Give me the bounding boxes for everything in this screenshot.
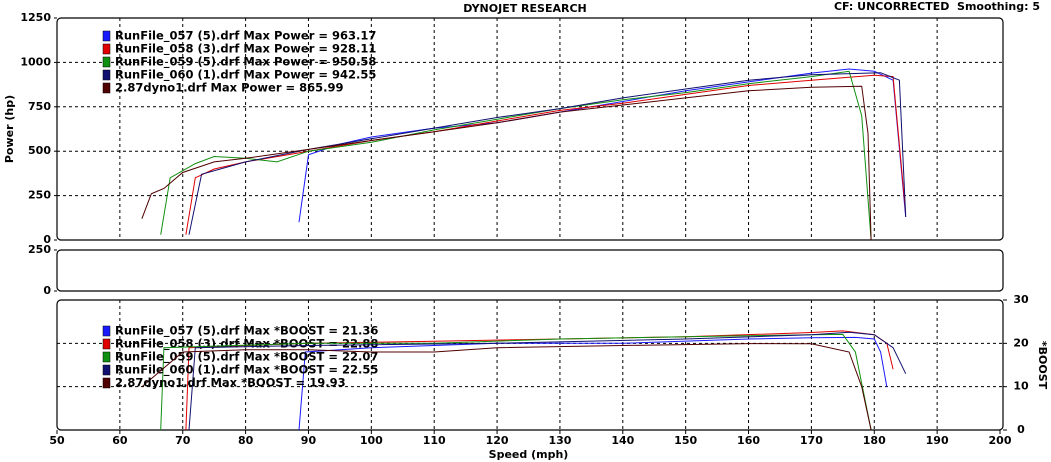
legend-label: RunFile_059 (5).drf Max Power = 950.58 bbox=[115, 55, 376, 70]
legend-label: 2.87dyno1.drf Max *BOOST = 19.93 bbox=[115, 376, 346, 390]
x-tick-label: 180 bbox=[863, 434, 886, 447]
x-tick-label: 150 bbox=[674, 434, 697, 447]
plot-frame bbox=[56, 249, 1004, 292]
legend-label: RunFile_058 (3).drf Max *BOOST = 22.88 bbox=[115, 337, 378, 352]
y2-tick-label: 30 bbox=[1013, 293, 1029, 306]
x-tick-label: 130 bbox=[548, 434, 571, 447]
y2-tick-label: 10 bbox=[1013, 380, 1029, 393]
legend-swatch bbox=[102, 43, 111, 55]
x-tick-label: 120 bbox=[486, 434, 509, 447]
legend-swatch bbox=[102, 30, 111, 42]
data-line bbox=[298, 68, 907, 223]
x-tick-label: 200 bbox=[989, 434, 1012, 447]
x-tick-label: 110 bbox=[423, 434, 446, 447]
data-line bbox=[141, 343, 872, 431]
x-tick-label: 100 bbox=[360, 434, 383, 447]
y-tick-label: 750 bbox=[28, 100, 51, 113]
plot-frame bbox=[56, 17, 1004, 241]
x-axis-label: Speed (mph) bbox=[489, 448, 569, 461]
y2-tick-label: 0 bbox=[1017, 423, 1025, 436]
data-line bbox=[141, 85, 872, 241]
legend-label: RunFile_060 (1).drf Max *BOOST = 22.55 bbox=[115, 363, 378, 378]
x-tick-label: 160 bbox=[737, 434, 760, 447]
legend-label: RunFile_057 (5).drf Max Power = 963.17 bbox=[115, 29, 376, 44]
data-line bbox=[298, 336, 888, 431]
y2-tick-label: 20 bbox=[1013, 336, 1029, 349]
legend-swatch bbox=[102, 338, 111, 350]
x-tick-label: 80 bbox=[238, 434, 254, 447]
data-line bbox=[188, 331, 907, 431]
legend-swatch bbox=[102, 82, 111, 94]
chart-title: DYNOJET RESEARCH bbox=[463, 2, 586, 15]
legend-swatch bbox=[102, 351, 111, 363]
data-line bbox=[185, 74, 907, 235]
y-tick-label: 0 bbox=[43, 284, 51, 297]
legend-label: RunFile_060 (1).drf Max Power = 942.55 bbox=[115, 68, 376, 83]
y-axis-label: Power (hp) bbox=[3, 95, 16, 163]
x-tick-label: 90 bbox=[301, 434, 317, 447]
x-tick-label: 140 bbox=[611, 434, 634, 447]
legend-label: RunFile_058 (3).drf Max Power = 928.11 bbox=[115, 42, 376, 57]
x-tick-label: 60 bbox=[112, 434, 128, 447]
legend-label: RunFile_057 (5).drf Max *BOOST = 21.36 bbox=[115, 324, 378, 339]
y2-axis-label: *BOOST bbox=[1036, 341, 1049, 390]
legend-swatch bbox=[102, 325, 111, 337]
x-tick-label: 50 bbox=[49, 434, 65, 447]
x-tick-label: 190 bbox=[926, 434, 949, 447]
correction-info: CF: UNCORRECTED Smoothing: 5 bbox=[834, 0, 1040, 13]
y-tick-label: 0 bbox=[43, 233, 51, 246]
legend-swatch bbox=[102, 56, 111, 68]
data-line bbox=[160, 70, 872, 241]
y-tick-label: 1250 bbox=[20, 11, 51, 24]
legend-label: 2.87dyno1.drf Max Power = 865.99 bbox=[115, 81, 344, 95]
data-line bbox=[188, 72, 907, 235]
plot-frame bbox=[56, 299, 1004, 431]
y-tick-label: 1000 bbox=[20, 55, 51, 68]
y-tick-label: 250 bbox=[28, 243, 51, 256]
x-tick-label: 70 bbox=[175, 434, 191, 447]
y-tick-label: 250 bbox=[28, 189, 51, 202]
legend-swatch bbox=[102, 377, 111, 389]
legend-swatch bbox=[102, 69, 111, 81]
x-tick-label: 170 bbox=[800, 434, 823, 447]
legend-swatch bbox=[102, 364, 111, 376]
y-tick-label: 500 bbox=[28, 144, 51, 157]
data-line bbox=[160, 333, 872, 431]
